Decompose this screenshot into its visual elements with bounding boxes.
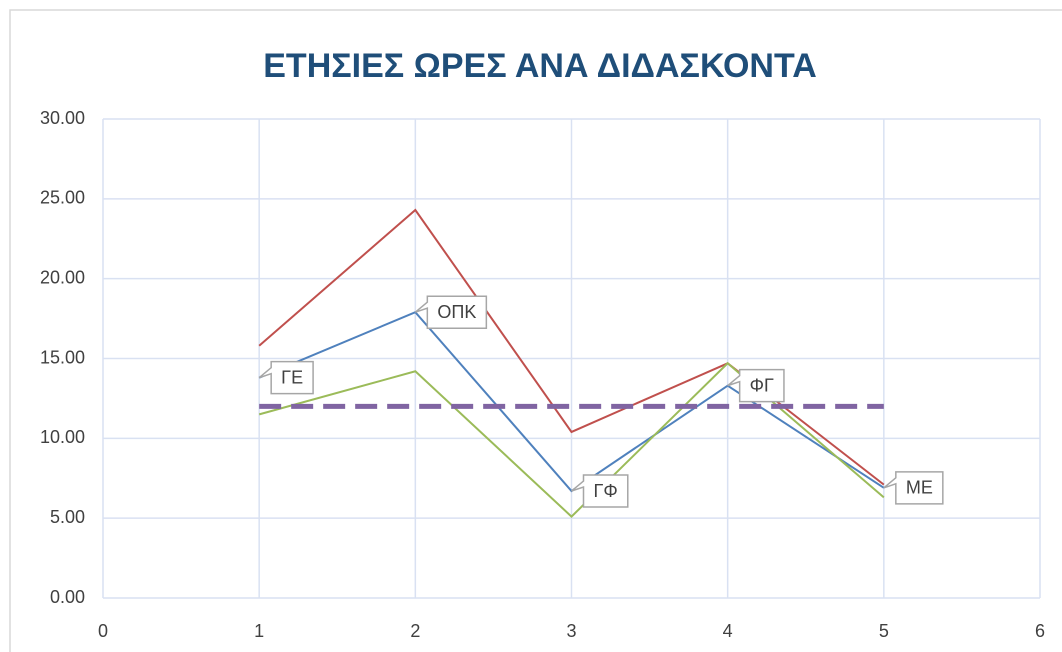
callout-box [727, 368, 785, 403]
y-tick-label: 10.00 [40, 427, 85, 447]
y-tick-label: 0.00 [50, 587, 85, 607]
callout-box [571, 474, 629, 508]
x-tick-label: 5 [879, 621, 889, 641]
callout-box [883, 471, 944, 505]
point-label: ΜΕ [906, 478, 933, 498]
series-line [258, 208, 885, 486]
y-tick-label: 20.00 [40, 267, 85, 287]
x-tick-label: 1 [254, 621, 264, 641]
callout-box [258, 360, 314, 395]
x-tick-label: 3 [566, 621, 576, 641]
y-tick-label: 30.00 [40, 108, 85, 128]
point-label: ΓΕ [281, 367, 303, 387]
y-tick-label: 15.00 [40, 347, 85, 367]
x-tick-label: 2 [410, 621, 420, 641]
point-label: ΓΦ [594, 481, 618, 501]
callout-box [414, 295, 488, 329]
point-label: ΟΠΚ [437, 302, 476, 322]
chart-title: ΕΤΗΣΙΕΣ ΩΡΕΣ ΑΝΑ ΔΙΔΑΣΚΟΝΤΑ [263, 47, 817, 85]
x-tick-label: 4 [723, 621, 733, 641]
x-tick-label: 6 [1035, 621, 1045, 641]
chart-border [9, 9, 1062, 652]
point-label: ΦΓ [750, 375, 774, 395]
y-tick-label: 25.00 [40, 188, 85, 208]
x-tick-label: 0 [98, 621, 108, 641]
y-tick-label: 5.00 [50, 507, 85, 527]
